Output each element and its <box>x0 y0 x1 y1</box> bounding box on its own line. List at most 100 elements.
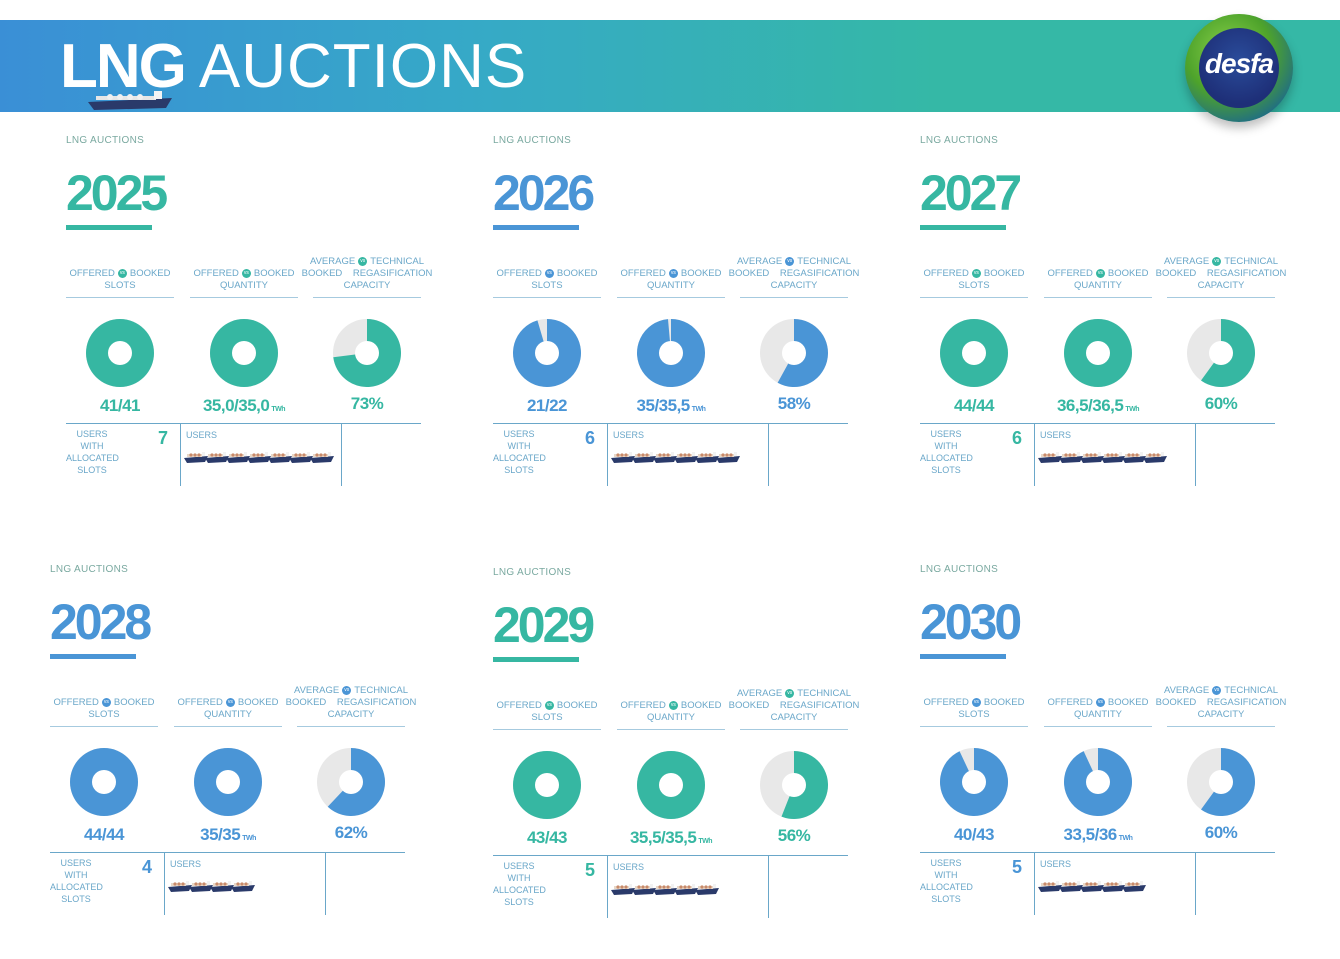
header-line: OFFERED vs BOOKED <box>923 268 1024 280</box>
slots-value: 40/43 <box>953 825 995 844</box>
capacity-donut <box>333 319 401 387</box>
column-header-text: OFFERED vs BOOKED SLOTS <box>496 268 597 292</box>
column-rule <box>1167 297 1275 298</box>
column-header: AVERAGE vs TECHNICAL BOOKED REGASIFICATION C… <box>302 253 433 297</box>
column-rule <box>493 297 601 298</box>
column-header: OFFERED vs BOOKED SLOTS <box>50 682 158 726</box>
quantity-unit: TWh <box>691 406 706 413</box>
capacity-value: 73% <box>350 394 384 413</box>
header-line: AVERAGE vs TECHNICAL <box>302 256 433 268</box>
column-header: OFFERED vs BOOKED QUANTITY <box>174 682 282 726</box>
vs-badge: vs <box>358 256 368 266</box>
column-rule <box>617 729 725 730</box>
capacity-value: 62% <box>334 823 368 842</box>
donut-hole <box>1209 770 1233 794</box>
users-divider <box>1034 424 1035 486</box>
quantity-value: 33,5/36 TWh <box>1038 825 1158 845</box>
user-ship-icon <box>611 452 635 463</box>
column-rule <box>493 729 601 730</box>
label-booked: BOOKED <box>983 697 1025 708</box>
auction-panel-2030: LNG AUCTIONS 2030 OFFERED vs BOOKED SLOTS OFFE… <box>920 564 1320 934</box>
vs-badge: vs <box>1095 697 1105 707</box>
header-line: AVERAGE vs TECHNICAL <box>1156 685 1287 697</box>
vs-badge: vs <box>241 268 251 278</box>
metric-column: AVERAGE vs TECHNICAL BOOKED REGASIFICATION C… <box>302 253 433 298</box>
user-ship-icon <box>168 881 192 892</box>
capacity-donut <box>760 751 828 819</box>
capacity-donut-wrap <box>760 751 828 824</box>
label-booked: BOOKED <box>556 268 598 279</box>
users-with-label: USERS WITH ALLOCATED SLOTS <box>920 857 973 905</box>
label-offered: OFFERED <box>496 700 542 711</box>
slots-donut <box>940 319 1008 387</box>
slots-donut <box>513 751 581 819</box>
label-offered: OFFERED <box>496 268 542 279</box>
quantity-donut <box>194 748 262 816</box>
header-line: BOOKED REGASIFICATION <box>729 268 860 280</box>
header-line: OFFERED vs BOOKED <box>620 700 721 712</box>
users-with-word: SLOTS <box>77 465 107 475</box>
header-line: OFFERED vs BOOKED <box>193 268 294 280</box>
panel-kicker: LNG AUCTIONS <box>493 135 572 146</box>
users-with-word: SLOTS <box>61 894 91 904</box>
column-header-text: OFFERED vs BOOKED QUANTITY <box>620 700 721 724</box>
capacity-donut <box>317 748 385 816</box>
vs-badge: vs <box>668 268 678 278</box>
label-technical: TECHNICAL <box>354 685 409 696</box>
metric-column: OFFERED vs BOOKED QUANTITY <box>1044 253 1152 298</box>
vs-badge: vs <box>668 700 678 710</box>
slots-value: 44/44 <box>953 396 995 415</box>
year-underline <box>493 657 579 662</box>
header-line: AVERAGE vs TECHNICAL <box>1156 256 1287 268</box>
users-with-word: ALLOCATED <box>493 453 546 463</box>
vs-badge: vs <box>785 256 795 266</box>
users-section: USERS WITH ALLOCATED SLOTS 6 USERS <box>493 423 848 486</box>
users-count: 5 <box>1012 857 1023 877</box>
donut-hole <box>535 773 559 797</box>
column-rule <box>174 726 282 727</box>
capacity-value: 58% <box>777 394 811 413</box>
users-tag: USERS <box>613 430 645 440</box>
user-ship-icon <box>1122 452 1146 463</box>
label-booked: BOOKED <box>113 697 155 708</box>
ship-icon <box>88 91 172 110</box>
users-divider <box>1195 853 1196 915</box>
column-header: OFFERED vs BOOKED SLOTS <box>66 253 174 297</box>
header-line: BOOKED REGASIFICATION <box>286 697 417 709</box>
label-capacity: CAPACITY <box>343 280 391 291</box>
user-ship-icon <box>231 881 255 892</box>
user-ship-icon <box>695 452 719 463</box>
donut-hole <box>339 770 363 794</box>
donut-hole <box>108 341 132 365</box>
user-ship-icon <box>210 881 234 892</box>
user-ship-icon <box>653 884 677 895</box>
header-banner: LNG AUCTIONS <box>0 20 1340 112</box>
quantity-value: 35/35 TWh <box>168 825 288 845</box>
column-rule <box>1167 726 1275 727</box>
quantity-donut-wrap <box>1064 319 1132 392</box>
header-line: AVERAGE vs TECHNICAL <box>729 256 860 268</box>
column-header: AVERAGE vs TECHNICAL BOOKED REGASIFICATION C… <box>286 682 417 726</box>
users-with-word: ALLOCATED <box>920 882 973 892</box>
year-heading: 2030 <box>920 594 1022 650</box>
users-count: 7 <box>158 428 169 448</box>
quantity-number: 35/35 <box>200 825 241 844</box>
label-average: AVERAGE <box>1163 685 1210 696</box>
column-rule <box>297 726 405 727</box>
label-booked: BOOKED <box>680 700 722 711</box>
label-booked-cap: BOOKED <box>728 700 770 711</box>
column-header-text: OFFERED vs BOOKED SLOTS <box>496 700 597 724</box>
donut-hole <box>782 773 806 797</box>
users-with-word: ALLOCATED <box>50 882 103 892</box>
label-metric: QUANTITY <box>1073 280 1122 291</box>
year-underline <box>50 654 136 659</box>
user-ship-icon <box>1080 881 1104 892</box>
users-with-word: WITH <box>64 870 88 880</box>
capacity-value: 60% <box>1204 823 1238 842</box>
label-capacity: CAPACITY <box>1197 280 1245 291</box>
column-rule <box>920 297 1028 298</box>
user-ship-icon <box>1059 881 1083 892</box>
users-with-word: SLOTS <box>504 465 534 475</box>
users-with-label: USERS WITH ALLOCATED SLOTS <box>66 428 119 476</box>
year-underline <box>493 225 579 230</box>
